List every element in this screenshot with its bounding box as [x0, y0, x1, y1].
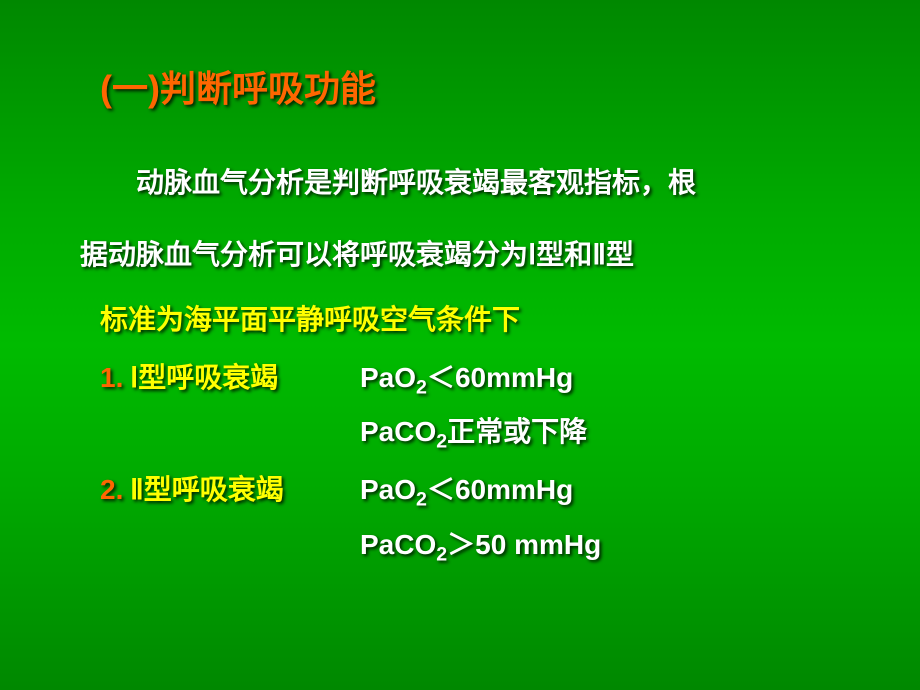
- section-heading: (一)判断呼吸功能: [100, 60, 860, 112]
- item-1-number: 1.: [100, 362, 130, 394]
- item-1-row: 1. Ⅰ型呼吸衰竭 PaO2＜60mmHg: [100, 356, 860, 400]
- item-1-value-2: PaCO2正常或下降: [360, 407, 860, 460]
- item-2-value-2: PaCO2＞50 mmHg: [360, 520, 860, 573]
- item-2-value-1: PaO2＜60mmHg: [360, 468, 573, 512]
- item-2-row: 2. Ⅱ型呼吸衰竭 PaO2＜60mmHg: [100, 468, 860, 512]
- item-1-value-1: PaO2＜60mmHg: [360, 356, 573, 400]
- paragraph-line-2: 据动脉血气分析可以将呼吸衰竭分为Ⅰ型和Ⅱ型: [80, 224, 860, 286]
- slide-container: (一)判断呼吸功能 动脉血气分析是判断呼吸衰竭最客观指标，根 据动脉血气分析可以…: [0, 0, 920, 620]
- item-1-label: Ⅰ型呼吸衰竭: [130, 356, 360, 396]
- standard-condition: 标准为海平面平静呼吸空气条件下: [100, 295, 860, 345]
- item-2-label: Ⅱ型呼吸衰竭: [130, 468, 360, 508]
- item-2-number: 2.: [100, 474, 130, 506]
- paragraph-line-1: 动脉血气分析是判断呼吸衰竭最客观指标，根: [80, 152, 860, 214]
